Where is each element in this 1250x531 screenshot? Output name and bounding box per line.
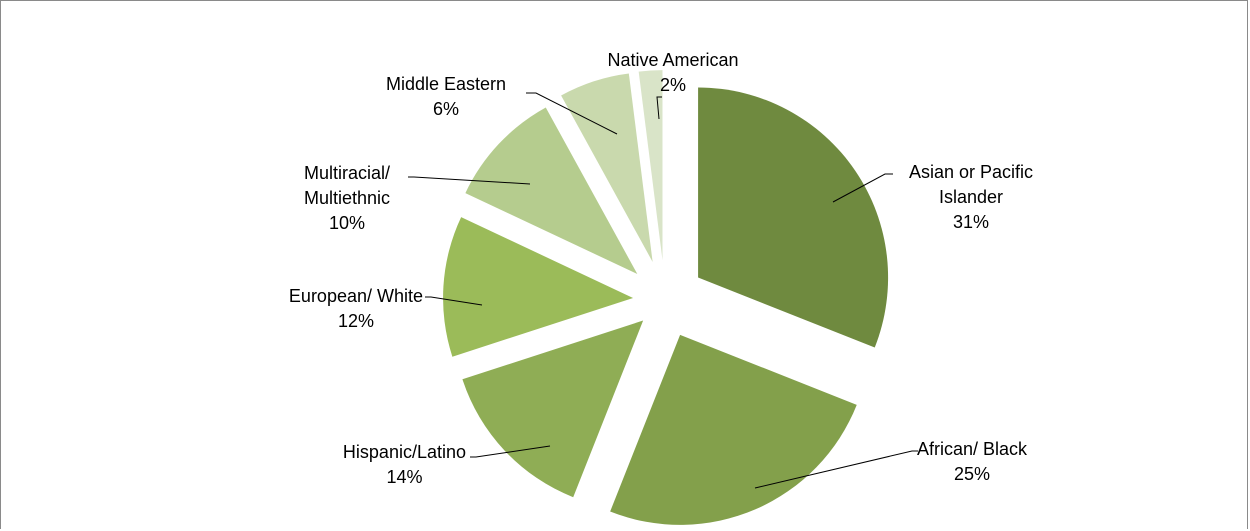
pie-slice-hispanic-latino: [462, 320, 644, 498]
leader-lines: [408, 92, 918, 489]
leader-line: [656, 96, 662, 120]
slice-category-label: Multiracial/: [304, 163, 390, 183]
leader-line: [408, 176, 531, 185]
slice-percent-label: 2%: [660, 75, 686, 95]
pie-slice-european-white: [443, 217, 634, 357]
pie-slice-multiracial-multiethnic: [465, 107, 638, 274]
slice-percent-label: 31%: [953, 212, 989, 232]
slice-category-label: Asian or Pacific: [909, 162, 1033, 182]
slice-category-label: Hispanic/Latino: [343, 442, 466, 462]
leader-line: [470, 445, 551, 458]
slice-percent-label: 25%: [954, 464, 990, 484]
slice-category-label: Native American: [607, 50, 738, 70]
leader-line: [832, 173, 893, 203]
slice-labels: Asian or Pacific Islander 31% African/ Blac…: [289, 50, 1033, 487]
pie-slices: [443, 70, 889, 525]
slice-category-label: Middle Eastern: [386, 74, 506, 94]
pie-slice-asian-or-pacific-islander: [698, 87, 889, 348]
leader-line: [754, 450, 918, 489]
slice-category-label: African/ Black: [917, 439, 1028, 459]
slice-category-label: European/ White: [289, 286, 423, 306]
slice-category-label: Islander: [939, 187, 1003, 207]
slice-percent-label: 14%: [386, 467, 422, 487]
leader-line: [526, 92, 618, 135]
pie-slice-african-black: [610, 334, 857, 525]
slice-percent-label: 12%: [338, 311, 374, 331]
slice-category-label: Multiethnic: [304, 188, 390, 208]
pie-slice-middle-eastern: [561, 73, 653, 262]
slice-percent-label: 10%: [329, 213, 365, 233]
slice-percent-label: 6%: [433, 99, 459, 119]
pie-slice-native-american: [638, 70, 663, 261]
leader-line: [425, 296, 483, 306]
